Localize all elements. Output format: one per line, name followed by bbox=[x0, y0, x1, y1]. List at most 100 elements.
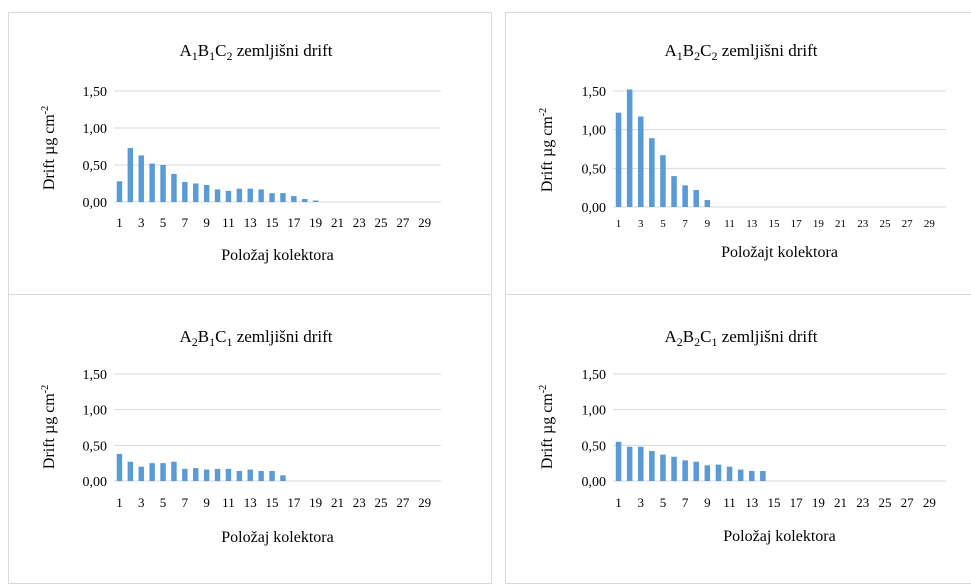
bar bbox=[193, 468, 198, 481]
bar bbox=[313, 201, 318, 202]
bar bbox=[616, 113, 622, 207]
chart-panel-3: 0,00 0,50 1,00 1,50 1 3 5 7 9 11 13 15 17 19 21 23 25 27 2… bbox=[8, 294, 492, 584]
x-tick-label: 7 bbox=[682, 218, 688, 230]
bar bbox=[693, 190, 699, 207]
bar bbox=[705, 465, 711, 481]
y-tick-label: 0,00 bbox=[83, 196, 108, 211]
bar bbox=[237, 471, 242, 481]
x-tick-label: 23 bbox=[856, 495, 869, 510]
bar bbox=[171, 462, 176, 481]
chart-svg: 0,000,501,001,501 3 5 7 9 11 13 15 17 19 21 23 25 27 2… bbox=[506, 295, 971, 585]
x-tick-label: 7 bbox=[182, 215, 189, 230]
bar bbox=[171, 174, 176, 202]
x-tick-label: 25 bbox=[878, 495, 891, 510]
x-tick-label: 3 bbox=[138, 215, 145, 230]
x-tick-label: 17 bbox=[791, 218, 803, 230]
x-tick-label: 23 bbox=[353, 495, 366, 510]
x-axis-label: Položaj kolektora bbox=[723, 528, 835, 545]
chart-panel-1: 0,00 0,50 1,00 1,50 1 3 5 7 9 11 13 15 17 19 21 23 25 27 2… bbox=[8, 12, 492, 298]
y-tick-label: 0,00 bbox=[83, 475, 108, 490]
x-tick-label: 21 bbox=[331, 215, 344, 230]
y-tick-label: 0,50 bbox=[582, 162, 607, 177]
bar bbox=[638, 447, 644, 481]
x-tick-label: 13 bbox=[244, 215, 257, 230]
y-tick-label: 1,00 bbox=[83, 122, 108, 137]
bar bbox=[682, 460, 688, 481]
x-tick-label: 15 bbox=[768, 218, 780, 230]
chart-panel-2: 0,00 0,50 1,00 1,50 1 3 5 7 9 11 13 15 17 19 21 23 25 27 2… bbox=[505, 12, 971, 298]
y-tick-label: 1,50 bbox=[582, 368, 607, 383]
x-tick-label: 3 bbox=[138, 495, 145, 510]
x-tick-label: 5 bbox=[660, 495, 667, 510]
x-tick-label: 29 bbox=[923, 495, 936, 510]
x-tick-label: 3 bbox=[638, 218, 644, 230]
x-tick-label: 13 bbox=[745, 495, 758, 510]
bar bbox=[248, 189, 253, 202]
bar bbox=[139, 155, 144, 202]
x-tick-label: 7 bbox=[182, 495, 189, 510]
bar bbox=[237, 189, 242, 202]
x-tick-label: 29 bbox=[418, 215, 431, 230]
x-tick-label: 21 bbox=[835, 218, 846, 230]
y-tick-label: 1,50 bbox=[582, 85, 607, 100]
x-tick-label: 11 bbox=[724, 218, 735, 230]
x-tick-label: 23 bbox=[857, 218, 869, 230]
x-tick-label: 17 bbox=[790, 495, 804, 510]
bar bbox=[128, 462, 133, 481]
bar bbox=[616, 442, 622, 481]
bar bbox=[149, 463, 154, 481]
x-tick-label: 11 bbox=[723, 495, 736, 510]
chart-grid: 0,00 0,50 1,00 1,50 1 3 5 7 9 11 13 15 17 19 21 23 25 27 2… bbox=[0, 0, 971, 570]
chart-title: A2B1C1 zemljišni drift bbox=[179, 327, 332, 349]
y-tick-label: 0,50 bbox=[582, 439, 607, 454]
bar bbox=[248, 470, 253, 481]
y-tick-label: 0,50 bbox=[83, 159, 108, 174]
bar bbox=[258, 471, 263, 481]
x-tick-label: 27 bbox=[902, 218, 914, 230]
x-tick-label: 11 bbox=[222, 495, 235, 510]
bar bbox=[269, 193, 274, 202]
bar bbox=[627, 447, 633, 481]
bar bbox=[302, 199, 307, 202]
bar bbox=[204, 185, 209, 202]
bar bbox=[117, 181, 122, 202]
x-tick-label: 5 bbox=[160, 215, 167, 230]
x-tick-label: 11 bbox=[222, 215, 235, 230]
bar bbox=[280, 475, 285, 481]
bar bbox=[627, 89, 633, 207]
bar bbox=[693, 462, 699, 481]
y-tick-label: 1,50 bbox=[83, 368, 108, 383]
bar bbox=[139, 467, 144, 481]
bar bbox=[749, 471, 755, 481]
bar bbox=[128, 148, 133, 202]
x-tick-label: 29 bbox=[418, 495, 431, 510]
x-tick-label: 13 bbox=[244, 495, 257, 510]
x-tick-label: 27 bbox=[396, 495, 410, 510]
x-tick-label: 21 bbox=[834, 495, 847, 510]
x-tick-label: 7 bbox=[682, 495, 689, 510]
bar bbox=[269, 471, 274, 481]
x-tick-label: 9 bbox=[704, 495, 711, 510]
bar bbox=[660, 455, 666, 481]
x-axis-label: Položaj kolektora bbox=[221, 247, 333, 264]
bar bbox=[226, 469, 231, 481]
chart-title: A1B2C2 zemljišni drift bbox=[664, 41, 817, 63]
x-tick-label: 9 bbox=[203, 215, 210, 230]
x-tick-label: 1 bbox=[616, 218, 622, 230]
bar bbox=[760, 471, 766, 481]
x-axis-label: Položajt kolektora bbox=[721, 244, 838, 261]
chart-panel-4: 0,00 0,50 1,00 1,50 1 3 5 7 9 11 13 15 17 19 21 23 25 27 2… bbox=[505, 294, 971, 584]
bar bbox=[291, 196, 296, 202]
bar bbox=[280, 193, 285, 202]
x-tick-label: 19 bbox=[309, 495, 322, 510]
bar bbox=[160, 463, 165, 481]
y-axis-label: Drift µg cm-2 bbox=[538, 108, 556, 192]
y-axis-label: Drift µg cm-2 bbox=[40, 106, 58, 190]
x-tick-label: 19 bbox=[309, 215, 322, 230]
bar bbox=[160, 165, 165, 202]
x-tick-label: 27 bbox=[396, 215, 410, 230]
x-tick-label: 15 bbox=[266, 495, 279, 510]
bar bbox=[258, 189, 263, 202]
bar bbox=[738, 470, 744, 481]
y-tick-label: 1,50 bbox=[83, 85, 108, 100]
